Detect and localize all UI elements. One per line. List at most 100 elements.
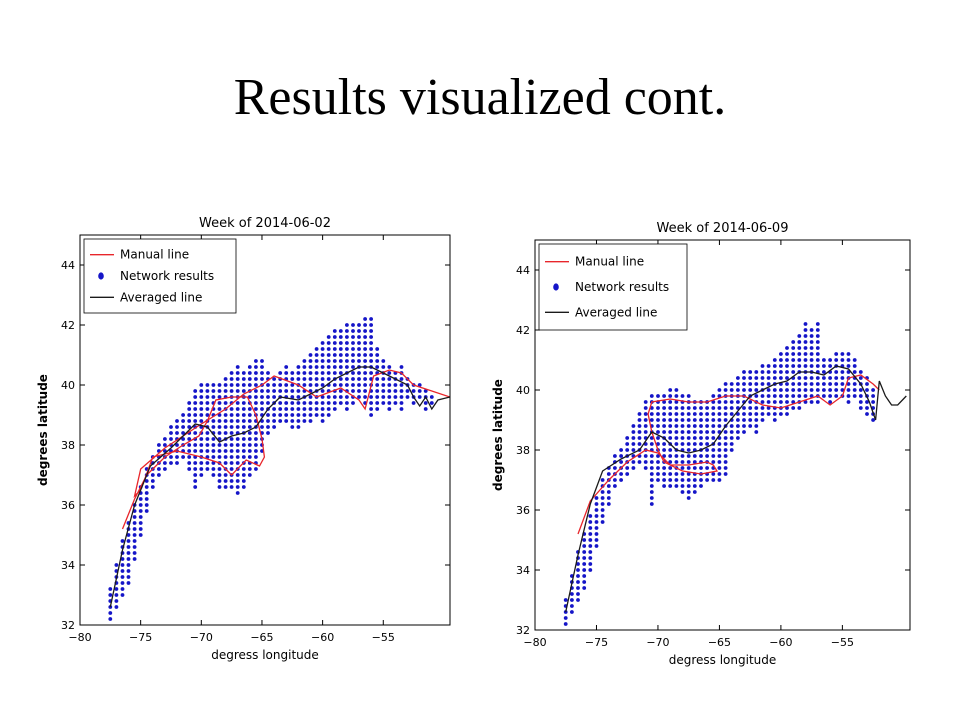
network-point [613,454,617,458]
network-point [674,394,679,398]
network-point [815,352,820,356]
network-point [332,383,337,387]
network-results-series [108,317,434,621]
y-tick-label: 42 [516,324,530,337]
network-point [674,418,679,422]
network-point [266,371,270,375]
network-point [399,401,404,405]
network-point [114,593,119,597]
network-point [594,508,599,512]
network-point [803,340,808,344]
network-point [668,412,673,416]
network-point [631,466,636,470]
network-point [637,436,642,440]
network-point [649,436,654,440]
network-point [181,431,186,435]
network-point [637,412,642,416]
network-point [742,424,746,428]
network-point [332,401,337,405]
network-point [217,449,222,453]
network-point [314,401,319,405]
network-point [576,598,580,602]
network-point [656,430,660,434]
network-point [193,473,198,477]
network-point [791,370,796,374]
network-point [284,413,289,417]
network-point [181,455,186,459]
network-point [187,437,192,441]
network-point [199,461,204,465]
chart-title: Week of 2014-06-09 [657,221,789,236]
network-point [223,461,228,465]
network-point [772,412,777,416]
network-point [785,370,789,374]
network-point [834,358,839,362]
network-point [260,389,264,393]
network-point [649,418,654,422]
network-point [717,400,722,404]
network-point [278,389,283,393]
network-point [858,394,863,398]
network-point [822,376,826,380]
network-point [699,430,703,434]
network-point [649,460,654,464]
network-point [223,377,228,381]
network-point [308,365,313,369]
network-point [423,389,428,393]
network-point [229,443,234,447]
network-point [332,329,337,333]
network-point [662,472,666,476]
y-axis-label: degrees latitude [36,374,50,486]
network-point [357,353,361,357]
network-point [211,467,216,471]
network-point [326,413,331,417]
network-point [272,419,276,423]
network-point [211,419,216,423]
network-point [656,478,660,482]
network-point [199,473,204,477]
network-point [680,418,685,422]
network-point [308,359,313,363]
network-point [699,466,703,470]
network-point [662,424,666,428]
legend-box [538,243,688,331]
network-point [576,562,580,566]
network-point [809,346,814,350]
network-point [662,448,666,452]
network-point [247,437,252,441]
network-point [754,412,759,416]
network-point [729,406,734,410]
network-point [723,442,728,446]
network-point [785,388,789,392]
network-point [582,574,587,578]
network-point [668,400,673,404]
network-point [760,418,765,422]
network-point [108,611,113,615]
network-point [302,383,307,387]
network-point [797,406,802,410]
network-point [680,478,685,482]
network-point [803,382,808,386]
network-point [729,424,734,428]
network-point [662,454,666,458]
network-point [686,436,691,440]
network-point [326,365,331,369]
network-point [692,430,697,434]
network-point [187,461,192,465]
network-point [211,425,216,429]
network-point [187,467,192,471]
network-point [656,406,660,410]
network-point [748,376,753,380]
network-point [369,341,373,345]
network-point [736,382,740,386]
network-point [852,358,857,362]
network-point [594,520,599,524]
network-point [803,358,808,362]
network-point [308,371,313,375]
network-point [742,412,746,416]
network-point [656,454,660,458]
network-point [766,388,771,392]
network-point [723,418,728,422]
network-point [656,424,660,428]
network-point [779,388,783,392]
